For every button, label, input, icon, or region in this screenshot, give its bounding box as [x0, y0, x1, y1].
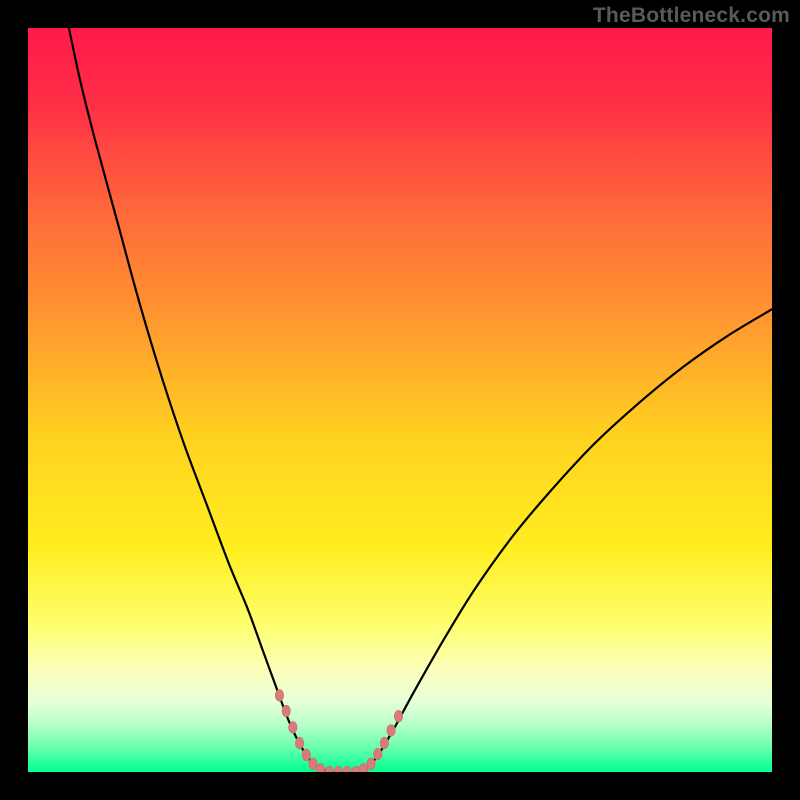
data-marker [309, 758, 317, 770]
chart-background [28, 28, 772, 772]
data-marker [316, 764, 324, 772]
data-marker [289, 722, 297, 734]
bottleneck-chart [28, 28, 772, 772]
data-marker [359, 764, 367, 772]
data-marker [275, 690, 283, 702]
data-marker [373, 748, 381, 760]
data-marker [367, 758, 375, 770]
data-marker [380, 737, 388, 749]
watermark-text: TheBottleneck.com [593, 4, 790, 28]
data-marker [295, 737, 303, 749]
data-marker [387, 725, 395, 737]
data-marker [282, 705, 290, 717]
chart-outer-frame: TheBottleneck.com [0, 0, 800, 800]
data-marker [302, 749, 310, 761]
data-marker [394, 710, 402, 722]
